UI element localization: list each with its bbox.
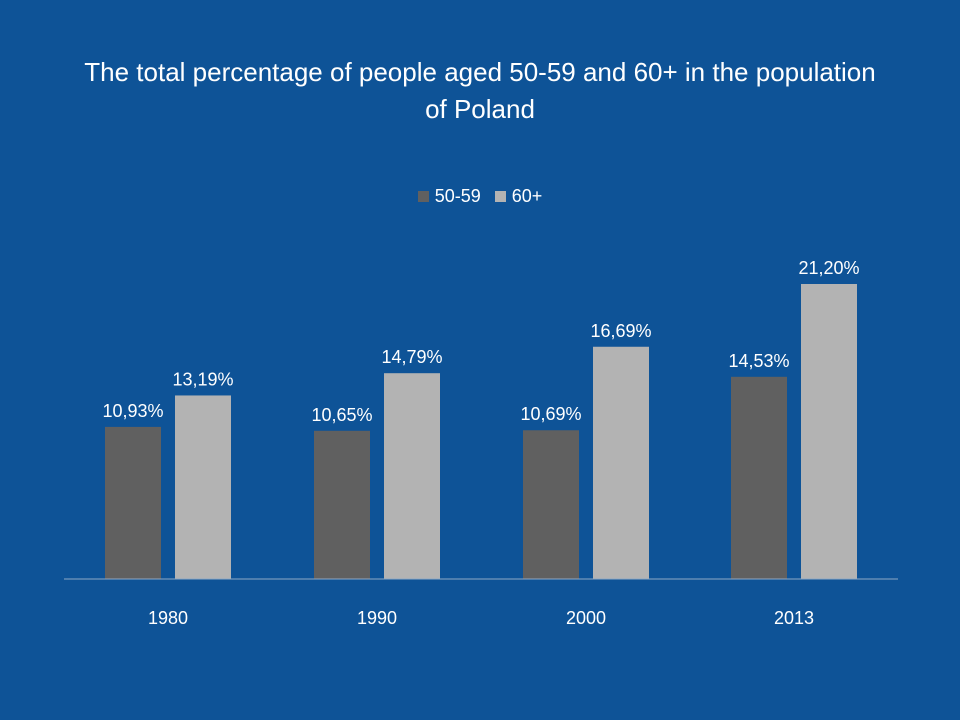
legend-label-60-plus: 60+ xyxy=(511,186,543,206)
x-tick-label-1990: 1990 xyxy=(357,608,397,628)
bars-group: 10,93% 13,19% 1980 10,65% 14,79% 1990 10,69% 16… xyxy=(102,258,859,628)
bar-60-plus-1990 xyxy=(384,373,440,579)
legend-item-60-plus: 60+ xyxy=(494,186,543,207)
data-label-60-plus-2000: 16,69% xyxy=(590,321,651,341)
data-label-50-59-2000: 10,69% xyxy=(520,404,581,424)
bar-60-plus-2000 xyxy=(593,346,649,579)
legend-item-50-59: 50-59 xyxy=(417,186,481,207)
bar-50-59-1980 xyxy=(105,426,161,579)
x-tick-label-2000: 2000 xyxy=(566,608,606,628)
legend-swatch-60-plus xyxy=(494,191,506,202)
x-tick-label-2013: 2013 xyxy=(774,608,814,628)
bar-50-59-2000 xyxy=(523,430,579,579)
data-label-60-plus-1990: 14,79% xyxy=(381,347,442,367)
data-label-60-plus-2013: 21,20% xyxy=(798,258,859,278)
legend-label-50-59: 50-59 xyxy=(434,186,481,206)
chart-title: The total percentage of people aged 50-5… xyxy=(84,57,876,124)
bar-50-59-2013 xyxy=(731,376,787,579)
legend: 50-59 60+ xyxy=(0,186,960,207)
legend-swatch-50-59 xyxy=(417,191,429,202)
bar-60-plus-2013 xyxy=(801,284,857,579)
x-tick-label-1980: 1980 xyxy=(148,608,188,628)
bar-60-plus-1980 xyxy=(175,395,231,579)
data-label-50-59-2013: 14,53% xyxy=(728,351,789,371)
bar-50-59-1990 xyxy=(314,430,370,579)
data-label-50-59-1980: 10,93% xyxy=(102,401,163,421)
data-label-50-59-1990: 10,65% xyxy=(311,405,372,425)
data-label-60-plus-1980: 13,19% xyxy=(172,369,233,389)
